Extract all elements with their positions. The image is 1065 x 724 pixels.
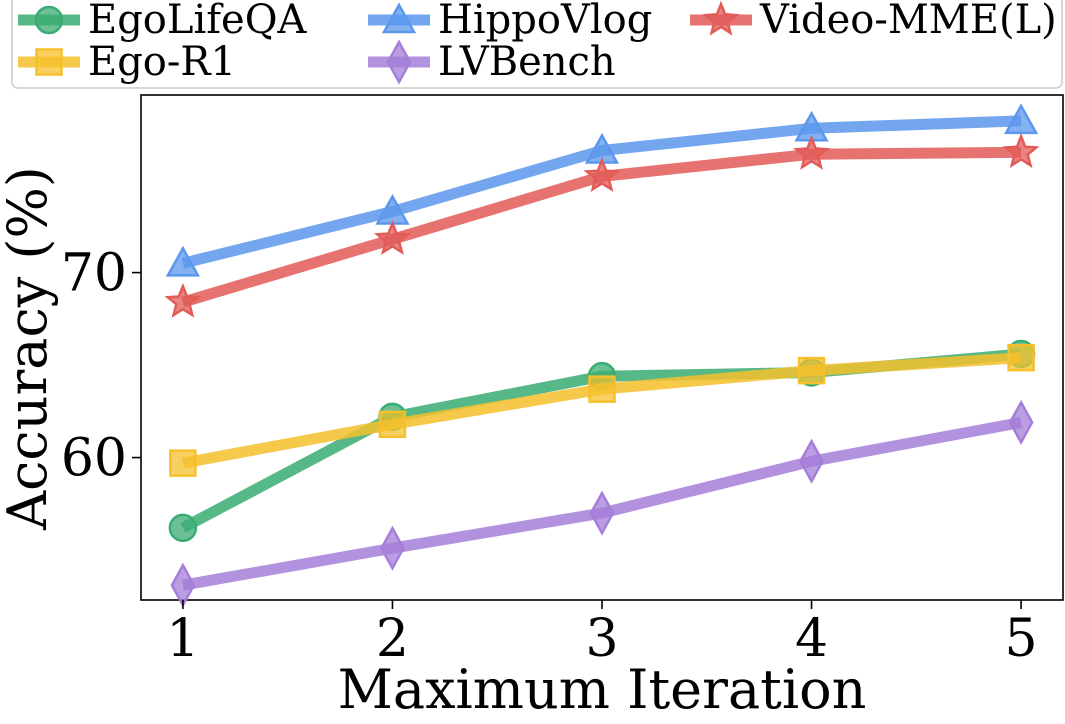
x-tick-label: 3 bbox=[585, 609, 618, 669]
data-point-marker bbox=[797, 356, 826, 385]
data-point-marker bbox=[1003, 103, 1039, 135]
x-tick-label: 2 bbox=[376, 609, 409, 669]
data-point-marker bbox=[380, 525, 405, 571]
data-point-marker bbox=[1007, 343, 1035, 372]
data-point-marker bbox=[583, 157, 621, 193]
data-point-marker bbox=[1002, 132, 1040, 169]
data-point-marker bbox=[799, 438, 824, 484]
legend-swatch-marker bbox=[381, 2, 417, 34]
x-tick-label: 1 bbox=[166, 609, 199, 669]
data-point-marker bbox=[1008, 399, 1034, 446]
legend-label: HippoVlog bbox=[438, 0, 652, 43]
series-layer bbox=[164, 103, 1040, 608]
data-point-marker bbox=[378, 410, 407, 439]
legend-item-Video-MME(L): Video-MME(L) bbox=[690, 0, 1057, 43]
legend-swatch-marker bbox=[702, 0, 740, 36]
y-tick-label: 70 bbox=[61, 244, 127, 304]
legend-label: Ego-R1 bbox=[88, 39, 236, 85]
data-point-marker bbox=[168, 513, 198, 543]
legend-label: LVBench bbox=[438, 39, 616, 85]
y-tick-label: 60 bbox=[61, 429, 127, 489]
x-tick-label: 4 bbox=[795, 609, 828, 669]
data-point-marker bbox=[793, 134, 831, 170]
ticks-layer: 1 2 3 4 5 60 70 bbox=[61, 244, 1038, 669]
legend-label: EgoLifeQA bbox=[88, 0, 308, 43]
series-LVBench bbox=[170, 399, 1034, 608]
data-point-marker bbox=[373, 219, 411, 255]
data-point-marker bbox=[169, 449, 197, 477]
series-HippoVlog bbox=[165, 103, 1039, 277]
legend-swatch-marker bbox=[386, 39, 412, 85]
y-axis-title: Accuracy (%) bbox=[0, 166, 59, 531]
x-axis-title: Maximum Iteration bbox=[338, 658, 867, 721]
legend-item-EgoLifeQA: EgoLifeQA bbox=[18, 0, 308, 43]
legend-item-LVBench: LVBench bbox=[368, 39, 616, 85]
data-point-marker bbox=[165, 245, 201, 277]
series-Ego-R1 bbox=[169, 343, 1035, 477]
legend-swatch-marker bbox=[34, 5, 64, 35]
data-point-marker bbox=[589, 490, 615, 536]
series-Video-MME(L) bbox=[164, 132, 1040, 318]
legend-item-Ego-R1: Ego-R1 bbox=[18, 39, 236, 85]
legend-swatch-marker bbox=[35, 48, 63, 76]
data-point-marker bbox=[164, 282, 202, 318]
legend-label: Video-MME(L) bbox=[759, 0, 1057, 43]
x-tick-label: 5 bbox=[1005, 609, 1038, 669]
data-point-marker bbox=[588, 375, 616, 403]
legend-item-HippoVlog: HippoVlog bbox=[368, 0, 652, 43]
legend-frame bbox=[11, 0, 1063, 89]
